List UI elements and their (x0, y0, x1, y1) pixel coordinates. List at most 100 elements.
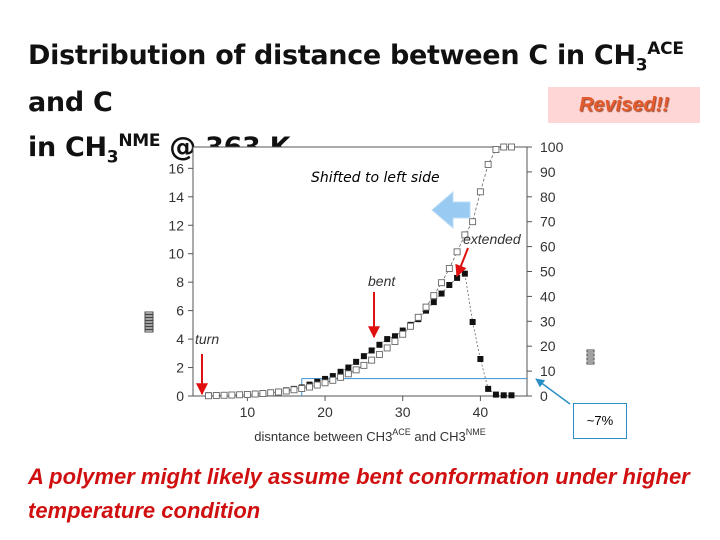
point-left (353, 358, 360, 365)
y-right-axis-label-mark (586, 349, 595, 365)
x-tick-label: 10 (240, 404, 256, 420)
y-left-axis-label-mark (144, 311, 154, 333)
y-left-tick-label: 2 (176, 360, 184, 376)
point-left (368, 347, 375, 354)
point-right (251, 390, 259, 398)
point-right (220, 391, 228, 399)
point-right (508, 143, 515, 151)
point-right (500, 143, 508, 151)
point-right (212, 392, 220, 399)
annotation-arrow-extended (455, 247, 469, 278)
point-right (236, 391, 244, 399)
annotation-bent: bent (368, 273, 396, 289)
revised-badge: Revised!! (548, 87, 700, 123)
point-right (243, 391, 251, 398)
series-line-right (208, 146, 512, 397)
point-right (321, 379, 329, 387)
point-right (461, 231, 469, 239)
y-right-tick-label: 20 (540, 338, 556, 354)
point-right (337, 373, 345, 381)
y-right-tick-label: 30 (540, 313, 556, 329)
point-right (484, 160, 492, 168)
point-left (461, 270, 468, 277)
point-right (383, 344, 391, 352)
point-left (500, 392, 507, 399)
point-left (399, 327, 406, 334)
point-right (267, 389, 275, 397)
point-left (376, 341, 383, 348)
y-left-tick-label: 6 (176, 303, 184, 319)
y-left-tick-label: 10 (168, 246, 184, 262)
point-left (508, 392, 515, 399)
annotation-turn: turn (195, 331, 219, 347)
conclusion-text: A polymer might likely assume bent confo… (28, 464, 690, 523)
point-right (259, 390, 267, 397)
callout-connector (535, 378, 571, 405)
point-left (469, 319, 476, 326)
shift-left-arrow (431, 190, 471, 230)
shifted-note: Shifted to left side (311, 170, 440, 186)
point-right (476, 188, 484, 196)
y-right-tick-label: 0 (540, 388, 548, 404)
x-axis-label: disntance between CH3ACE and CH3NME (254, 427, 485, 444)
point-left (477, 356, 484, 363)
point-left (329, 373, 336, 380)
y-right-tick-label: 80 (540, 189, 556, 205)
point-right (290, 386, 298, 394)
point-left (423, 307, 430, 314)
y-right-tick-label: 50 (540, 264, 556, 280)
point-left (337, 368, 344, 375)
point-right (306, 383, 313, 391)
plot-frame (192, 146, 528, 397)
percent-callout: ~7% (573, 403, 627, 439)
point-right (298, 385, 306, 392)
point-right (438, 279, 446, 287)
point-right (375, 350, 383, 358)
y-left-tick-label: 0 (176, 388, 184, 404)
x-tick-label: 20 (317, 404, 333, 420)
point-right (368, 356, 376, 364)
point-right (469, 218, 477, 226)
point-right (422, 303, 430, 311)
point-right (205, 392, 212, 400)
point-left (446, 282, 453, 289)
point-left (384, 336, 391, 343)
point-left (322, 375, 329, 382)
point-right (453, 248, 461, 256)
y-right-tick-label: 70 (540, 214, 556, 230)
y-right-tick-label: 100 (540, 139, 564, 155)
point-right (329, 376, 337, 384)
y-right-tick-label: 10 (540, 363, 556, 379)
y-right-tick-label: 40 (540, 288, 556, 304)
point-right (360, 361, 368, 369)
x-tick-label: 40 (473, 404, 489, 420)
point-left (430, 299, 437, 306)
point-left (485, 385, 492, 392)
y-left-tick-label: 16 (168, 160, 184, 176)
y-left-tick-label: 12 (168, 217, 184, 233)
annotation-extended: extended (463, 231, 522, 247)
point-right (445, 265, 453, 272)
y-left-tick-label: 4 (176, 331, 184, 347)
point-right (407, 322, 414, 330)
point-right (344, 370, 352, 378)
x-tick-label: 30 (395, 404, 411, 420)
point-right (228, 391, 236, 399)
point-left (391, 333, 398, 340)
y-right-tick-label: 60 (540, 239, 556, 255)
point-left (454, 274, 461, 281)
point-right (492, 146, 500, 153)
point-right (352, 366, 360, 374)
point-left (345, 364, 352, 371)
y-right-tick-label: 90 (540, 164, 556, 180)
point-left (492, 391, 499, 398)
point-left (438, 290, 445, 297)
y-left-tick-label: 14 (168, 189, 184, 205)
y-left-tick-label: 8 (176, 274, 184, 290)
point-right (282, 387, 290, 395)
point-right (414, 313, 422, 321)
slide-title: Distribution of distance between C in CH… (28, 39, 684, 168)
point-right (391, 338, 399, 345)
point-left (360, 353, 367, 360)
